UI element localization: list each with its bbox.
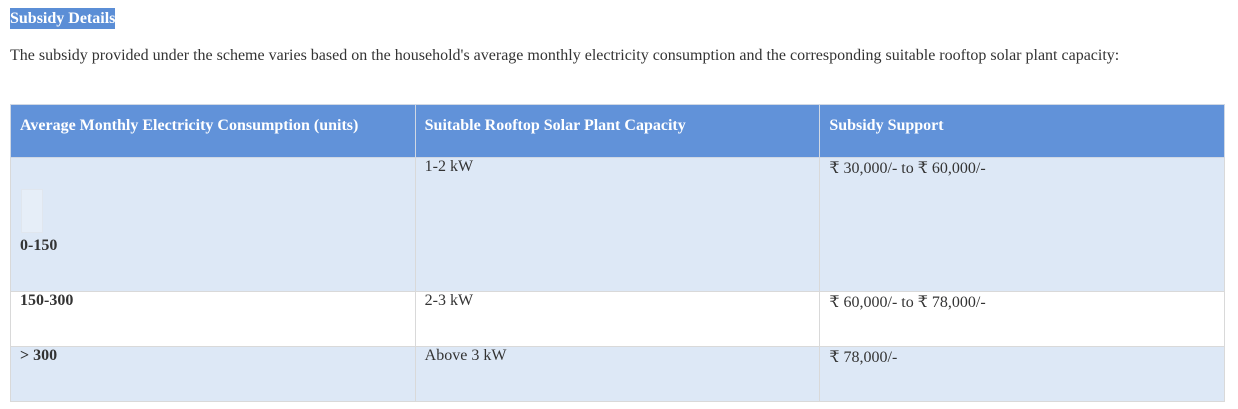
table-header-row: Average Monthly Electricity Consumption …	[10, 104, 1225, 158]
subsidy-table: Average Monthly Electricity Consumption …	[10, 104, 1225, 402]
table-row: 0-150 1-2 kW ₹ 30,000/- to ₹ 60,000/-	[10, 157, 1225, 292]
cell-consumption: > 300	[10, 346, 416, 402]
header-consumption: Average Monthly Electricity Consumption …	[10, 104, 416, 158]
cell-capacity: Above 3 kW	[414, 346, 821, 402]
table-header: Average Monthly Electricity Consumption …	[10, 104, 1225, 158]
table-row: 150-300 2-3 kW ₹ 60,000/- to ₹ 78,000/-	[10, 291, 1225, 347]
consumption-value: > 300	[20, 347, 58, 364]
cell-consumption: 150-300	[10, 291, 416, 347]
cell-capacity: 1-2 kW	[414, 157, 821, 292]
consumption-value: 0-150	[20, 237, 58, 254]
cell-subsidy: ₹ 60,000/- to ₹ 78,000/-	[819, 291, 1225, 347]
image-placeholder	[21, 189, 43, 233]
header-capacity: Suitable Rooftop Solar Plant Capacity	[414, 104, 821, 158]
cell-subsidy: ₹ 30,000/- to ₹ 60,000/-	[819, 157, 1225, 292]
cell-consumption: 0-150	[10, 157, 416, 292]
table-body: 0-150 1-2 kW ₹ 30,000/- to ₹ 60,000/- 15…	[10, 157, 1225, 402]
cell-consumption-content: 0-150	[20, 158, 406, 268]
header-subsidy: Subsidy Support	[819, 104, 1225, 158]
intro-paragraph: The subsidy provided under the scheme va…	[10, 47, 1120, 64]
consumption-value: 150-300	[20, 292, 74, 309]
cell-capacity: 2-3 kW	[414, 291, 821, 347]
table-row: > 300 Above 3 kW ₹ 78,000/-	[10, 346, 1225, 402]
cell-subsidy: ₹ 78,000/-	[819, 346, 1225, 402]
section-heading: Subsidy Details	[10, 8, 116, 29]
